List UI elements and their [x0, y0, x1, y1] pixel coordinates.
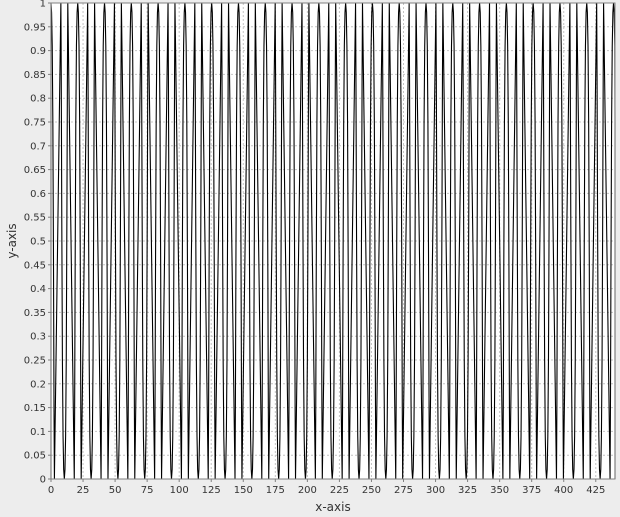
y-tick-label: 0.95	[24, 22, 46, 33]
y-tick-label: 0.45	[24, 260, 46, 271]
y-tick-label: 0.3	[30, 332, 46, 343]
y-tick-label: 0.8	[30, 94, 46, 105]
x-tick-label: 275	[394, 485, 413, 496]
x-tick-label: 375	[522, 485, 541, 496]
y-tick-label: 0	[40, 475, 46, 486]
x-tick-label: 125	[202, 485, 221, 496]
y-tick-label: 0.1	[30, 427, 46, 438]
x-tick-label: 300	[426, 485, 445, 496]
y-tick-label: 0.75	[24, 118, 46, 129]
y-tick-label: 1	[40, 0, 46, 10]
y-axis-ticks: 0 0.05 0.1 0.15 0.2 0.25 0.3 0.35 0.4 0.45 0.5 0.55…	[24, 0, 51, 486]
y-tick-label: 0.4	[30, 284, 46, 295]
x-tick-label: 25	[77, 485, 90, 496]
x-tick-label: 250	[362, 485, 381, 496]
x-axis-title: x-axis	[315, 500, 350, 514]
y-tick-label: 0.5	[30, 237, 46, 248]
x-tick-label: 325	[458, 485, 477, 496]
y-axis-title: y-axis	[5, 223, 19, 258]
x-tick-label: 200	[298, 485, 317, 496]
y-tick-label: 0.15	[24, 403, 46, 414]
y-tick-label: 0.05	[24, 451, 46, 462]
y-tick-label: 0.6	[30, 189, 46, 200]
x-tick-label: 400	[554, 485, 573, 496]
y-tick-label: 0.25	[24, 356, 46, 367]
y-tick-label: 0.85	[24, 70, 46, 81]
x-tick-label: 50	[109, 485, 122, 496]
x-tick-label: 425	[586, 485, 605, 496]
y-tick-label: 0.2	[30, 379, 46, 390]
x-tick-label: 75	[141, 485, 154, 496]
x-tick-label: 225	[330, 485, 349, 496]
y-tick-label: 0.55	[24, 213, 46, 224]
y-tick-label: 0.7	[30, 141, 46, 152]
y-tick-label: 0.35	[24, 308, 46, 319]
y-tick-label: 0.9	[30, 46, 46, 57]
x-tick-label: 175	[266, 485, 285, 496]
x-tick-label: 100	[170, 485, 189, 496]
y-tick-label: 0.65	[24, 165, 46, 176]
x-tick-label: 350	[490, 485, 509, 496]
x-tick-label: 0	[48, 485, 54, 496]
x-tick-label: 150	[234, 485, 253, 496]
x-axis-ticks: 0 25 50 75 100 125 150 175 200 225 250 275 300 325 350…	[48, 479, 605, 496]
